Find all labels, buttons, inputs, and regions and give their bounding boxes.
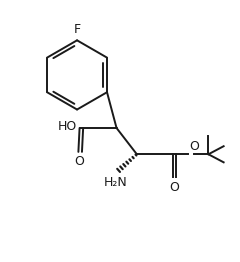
Text: O: O — [170, 181, 180, 194]
Text: O: O — [189, 140, 199, 153]
Text: O: O — [75, 155, 84, 168]
Text: F: F — [73, 23, 81, 36]
Text: H₂N: H₂N — [103, 176, 127, 189]
Text: HO: HO — [57, 120, 77, 133]
